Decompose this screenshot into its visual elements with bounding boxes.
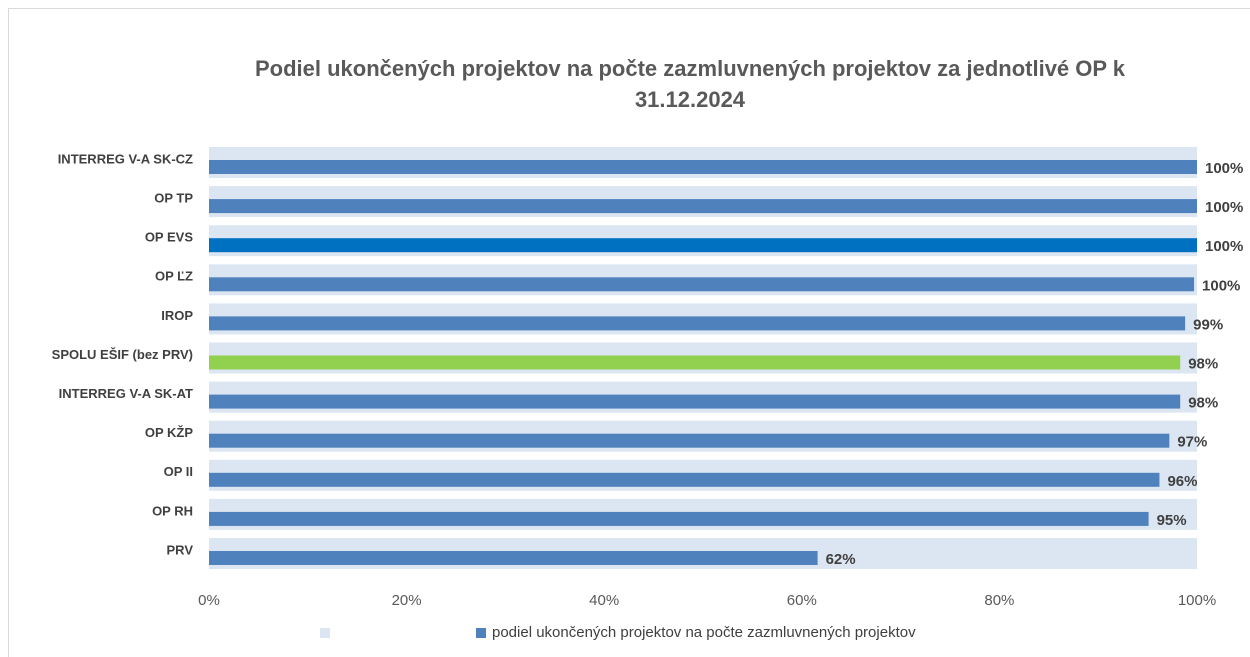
bar bbox=[209, 160, 1197, 174]
data-label: 100% bbox=[1205, 160, 1243, 177]
category-label: OP TP bbox=[154, 191, 193, 206]
data-label: 98% bbox=[1188, 395, 1218, 412]
category-label: SPOLU EŠIF (bez PRV) bbox=[52, 347, 193, 362]
x-tick-label: 60% bbox=[787, 592, 817, 609]
bar bbox=[209, 316, 1186, 331]
x-tick-label: 80% bbox=[984, 592, 1014, 609]
data-label: 97% bbox=[1177, 434, 1207, 451]
category-label: OP RH bbox=[152, 503, 193, 518]
category-label: OP KŽP bbox=[145, 425, 193, 440]
bar bbox=[209, 551, 818, 565]
data-label: 99% bbox=[1193, 316, 1223, 333]
bar bbox=[209, 433, 1170, 448]
chart-title: Podiel ukončených projektov na počte zaz… bbox=[255, 56, 1126, 81]
data-label: 96% bbox=[1167, 473, 1197, 490]
data-label: 62% bbox=[826, 551, 856, 568]
x-tick-label: 20% bbox=[392, 592, 422, 609]
legend-swatch bbox=[476, 628, 486, 638]
bar bbox=[209, 277, 1195, 292]
bar bbox=[209, 199, 1197, 214]
category-label: PRV bbox=[167, 542, 194, 557]
x-tick-label: 40% bbox=[589, 592, 619, 609]
category-label: OP II bbox=[164, 464, 193, 479]
bar bbox=[209, 511, 1149, 526]
bar bbox=[209, 238, 1197, 253]
bar bbox=[209, 355, 1181, 370]
data-label: 100% bbox=[1205, 238, 1243, 255]
data-label: 100% bbox=[1205, 199, 1243, 216]
data-label: 100% bbox=[1202, 277, 1240, 294]
bar bbox=[209, 472, 1160, 487]
data-label: 98% bbox=[1188, 355, 1218, 372]
legend-label: podiel ukončených projektov na počte zaz… bbox=[492, 624, 916, 641]
x-tick-label: 100% bbox=[1178, 592, 1216, 609]
data-label: 95% bbox=[1157, 512, 1187, 529]
category-label: OP ĽZ bbox=[155, 269, 193, 284]
x-tick-label: 0% bbox=[198, 592, 220, 609]
legend-swatch bbox=[320, 628, 330, 638]
category-label: INTERREG V-A SK-CZ bbox=[58, 151, 193, 166]
category-label: OP EVS bbox=[145, 230, 194, 245]
chart-title: 31.12.2024 bbox=[635, 87, 746, 112]
bar bbox=[209, 394, 1181, 409]
category-label: INTERREG V-A SK-AT bbox=[59, 386, 193, 401]
category-label: IROP bbox=[161, 308, 193, 323]
